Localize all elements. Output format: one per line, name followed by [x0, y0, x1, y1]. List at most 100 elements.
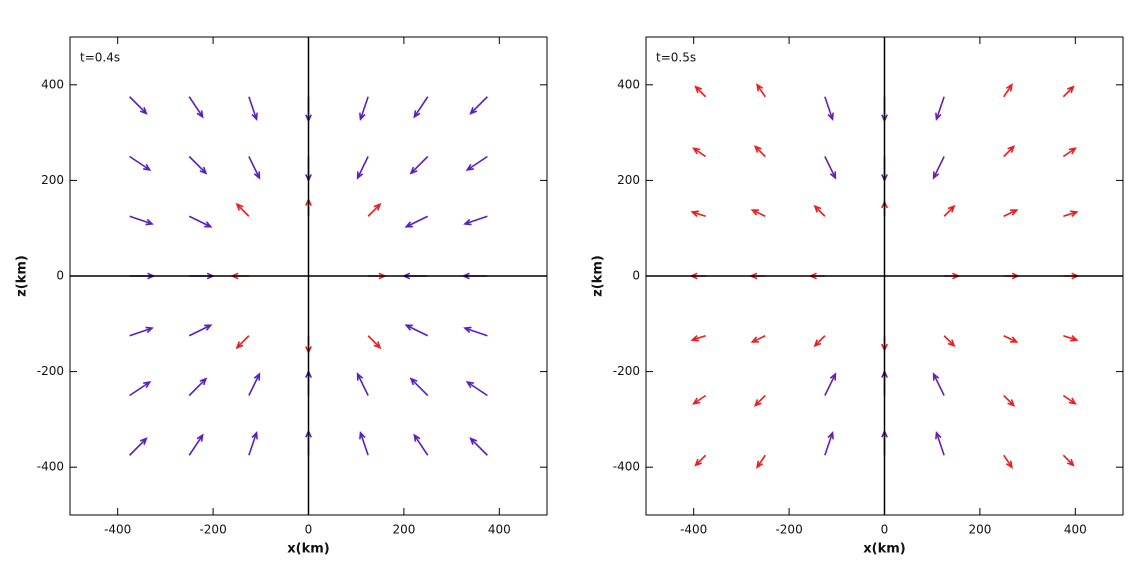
arrow: [359, 430, 369, 456]
annotation: t=0.4s: [80, 51, 120, 65]
arrow: [356, 156, 369, 180]
arrow: [409, 377, 429, 397]
arrow: [935, 96, 945, 122]
arrow: [1062, 147, 1077, 158]
panel: -400 -200 0 200 400 -400 -200 0 200 400 x(km) z(km)…: [15, 36, 548, 557]
arrow: [188, 155, 208, 175]
arrow: [404, 324, 429, 337]
arrow: [1003, 394, 1016, 407]
arrow: [824, 372, 837, 396]
arrow: [248, 96, 258, 122]
arrow: [413, 96, 429, 119]
x-tick-label: 200: [392, 523, 415, 537]
arrow: [129, 155, 152, 171]
y-tick-label: 400: [617, 77, 640, 91]
arrow: [824, 96, 834, 122]
arrow: [463, 215, 488, 226]
annotation-bg: [652, 49, 702, 67]
arrow: [469, 437, 488, 456]
x-tick-label: 0: [881, 523, 889, 537]
y-axis-label: z(km): [15, 255, 30, 297]
x-tick-label: 400: [1064, 523, 1087, 537]
arrow: [1063, 210, 1079, 218]
y-tick-label: 400: [41, 77, 64, 91]
x-tick-label: -200: [775, 523, 802, 537]
arrow: [690, 210, 706, 218]
arrow: [1003, 454, 1013, 469]
x-tick-label: 0: [305, 523, 313, 537]
x-tick-label: -200: [199, 523, 226, 537]
arrow: [129, 96, 148, 115]
arrow: [753, 145, 766, 158]
arrow: [694, 85, 707, 98]
y-axis-label: z(km): [591, 255, 606, 297]
arrow: [1062, 85, 1075, 98]
arrow: [1063, 334, 1079, 342]
arrow: [1003, 145, 1016, 158]
arrow: [753, 394, 766, 407]
arrow: [188, 96, 204, 119]
arrow: [235, 335, 250, 350]
arrow: [413, 433, 429, 456]
panel: -400 -200 0 200 400 -400 -200 0 200 400 x(km) z(km)…: [591, 36, 1124, 557]
arrow: [690, 334, 706, 342]
x-tick-label: 400: [488, 523, 511, 537]
x-axis-label: x(km): [863, 542, 905, 557]
x-axis-label: x(km): [287, 542, 329, 557]
x-tick-label: -400: [680, 523, 707, 537]
arrow: [469, 96, 488, 115]
arrow: [943, 335, 956, 348]
arrow: [1003, 83, 1013, 98]
y-tick-label: 200: [617, 173, 640, 187]
arrow: [1003, 209, 1019, 217]
y-tick-label: -400: [37, 460, 64, 474]
annotation: t=0.5s: [656, 51, 696, 65]
arrow: [235, 202, 250, 217]
x-tick-label: -400: [104, 523, 131, 537]
arrow: [1062, 454, 1075, 467]
arrow: [188, 433, 204, 456]
arrow: [188, 377, 208, 397]
arrow: [932, 372, 945, 396]
arrow: [188, 324, 213, 337]
arrow: [188, 215, 213, 228]
arrow: [404, 215, 429, 228]
arrow: [409, 155, 429, 175]
arrow: [756, 454, 766, 469]
arrow: [248, 156, 261, 180]
arrow: [359, 96, 369, 122]
arrow: [813, 204, 826, 217]
arrow: [756, 83, 766, 98]
y-tick-label: -200: [613, 364, 640, 378]
arrow: [129, 381, 152, 397]
y-tick-label: -200: [37, 364, 64, 378]
arrow: [465, 381, 488, 397]
arrow: [129, 326, 154, 337]
arrow: [932, 156, 945, 180]
y-tick-label: 0: [56, 269, 64, 283]
arrow: [824, 156, 837, 180]
arrow: [943, 204, 956, 217]
arrow: [1062, 394, 1077, 405]
arrow: [367, 335, 382, 350]
arrow: [356, 372, 369, 396]
y-tick-label: 200: [41, 173, 64, 187]
arrow: [129, 215, 154, 226]
arrow: [935, 430, 945, 456]
arrow: [1003, 335, 1019, 343]
arrow: [694, 454, 707, 467]
arrow: [367, 202, 382, 217]
x-tick-label: 200: [968, 523, 991, 537]
arrow: [750, 209, 766, 217]
arrow: [692, 394, 707, 405]
arrow: [463, 326, 488, 337]
arrow: [248, 430, 258, 456]
y-tick-label: -400: [613, 460, 640, 474]
arrow: [813, 335, 826, 348]
y-tick-label: 0: [632, 269, 640, 283]
arrow: [692, 147, 707, 158]
arrow: [750, 335, 766, 343]
annotation-bg: [76, 49, 126, 67]
arrow: [129, 437, 148, 456]
